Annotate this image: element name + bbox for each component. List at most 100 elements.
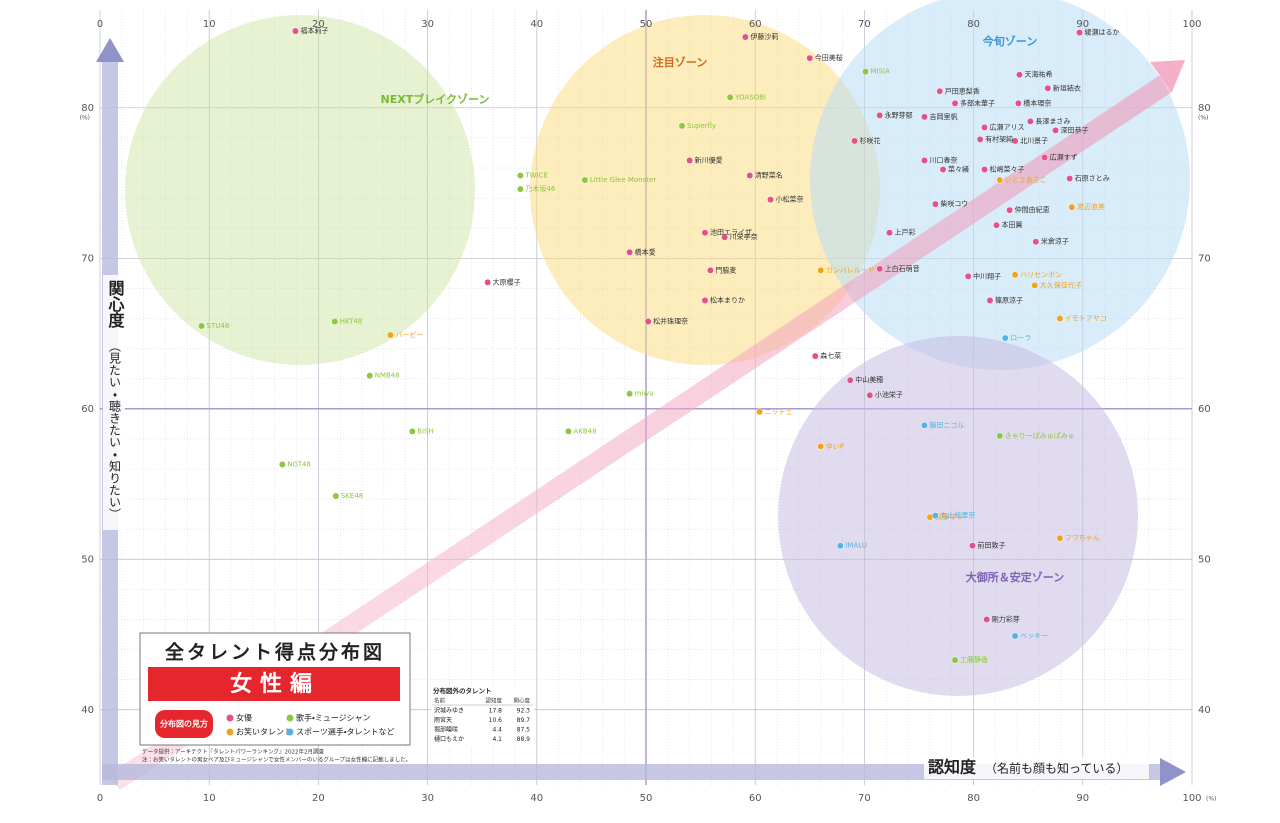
point	[969, 542, 976, 550]
point-label: ニッチェ	[765, 408, 793, 416]
point-label: 福本莉子	[300, 26, 328, 35]
point	[292, 27, 299, 35]
point-label: 永野芽郁	[885, 110, 913, 119]
point	[408, 427, 416, 435]
y-tick-label: 60	[81, 404, 94, 415]
point	[1056, 315, 1064, 322]
point	[484, 278, 492, 286]
point-label: STU48	[207, 322, 230, 330]
point-label: ベッキー	[1020, 632, 1048, 640]
point-label: 米倉涼子	[1041, 237, 1069, 246]
x-tick-label: 0	[97, 793, 103, 804]
point	[1001, 334, 1009, 342]
point-label: 安藤なつ	[935, 512, 963, 521]
point	[366, 372, 374, 380]
point-label: TWICE	[524, 172, 548, 180]
x-tick-label: 10	[203, 793, 216, 804]
point-label: BiSH	[417, 427, 433, 435]
x-tick-label: 70	[858, 793, 871, 804]
point-label: フワちゃん	[1065, 534, 1100, 542]
point	[686, 157, 694, 164]
table-cell: 4.1	[492, 736, 502, 743]
zone-label: 大御所＆安定ゾーン	[966, 570, 1064, 584]
point-label: 松井珠理奈	[653, 317, 688, 326]
point-label: 丸山桂里奈	[940, 511, 975, 520]
point-label: 今田美桜	[815, 53, 843, 62]
y-unit: (%)	[80, 114, 90, 121]
point	[976, 135, 984, 143]
point	[1052, 126, 1059, 134]
y-tick-label-right: 40	[1198, 705, 1211, 716]
x-tick-label: 20	[312, 793, 325, 804]
point-label: 藤田ニコル	[929, 420, 964, 429]
point	[516, 185, 524, 193]
point	[886, 229, 893, 237]
x-tick-label-top: 80	[967, 19, 980, 30]
point	[331, 318, 339, 325]
point-label: SKE48	[341, 492, 363, 500]
point	[721, 233, 729, 241]
point	[811, 352, 819, 360]
point	[931, 512, 939, 520]
source: データ提供：アーキテクト『タレントパワーランキング』2022年2月調査	[142, 748, 325, 756]
table-header: 関心度	[513, 697, 530, 705]
point	[964, 272, 972, 280]
point-label: 杉咲花	[860, 136, 881, 145]
x-tick-label-top: 90	[1076, 19, 1089, 30]
point-label: 中川翔子	[973, 271, 1001, 280]
legend-badge	[155, 710, 213, 738]
x-axis-band	[102, 764, 1162, 780]
legend-swatch	[286, 728, 294, 736]
x-tick-label: 100	[1182, 793, 1201, 804]
point-label: NMB48	[375, 372, 400, 380]
point	[387, 331, 394, 339]
y-axis-title: 関心度	[106, 280, 126, 329]
point-label: 伊藤沙莉	[750, 32, 778, 41]
point	[876, 111, 884, 119]
point	[1006, 206, 1014, 214]
table-title: 分布図外のタレント	[432, 686, 492, 695]
legend-swatch	[286, 714, 294, 722]
table-header: 認知度	[485, 697, 502, 705]
subtitle: 女性編	[230, 671, 320, 697]
point-label: いとうあさこ	[1005, 176, 1047, 184]
y-tick-label: 50	[81, 554, 94, 565]
diagonal-arrow-head	[1150, 60, 1185, 92]
subtitle-band	[148, 667, 400, 701]
table-cell: 4.4	[492, 727, 502, 734]
point	[862, 68, 869, 76]
point-label: 清野菜名	[755, 171, 783, 180]
point-label: 川口春奈	[929, 155, 957, 164]
point-label: 広瀬アリス	[990, 122, 1025, 131]
point-label: 工藤静香	[960, 655, 988, 664]
legend-swatch	[226, 728, 234, 736]
point	[1056, 534, 1064, 542]
point-label: IMALU	[845, 542, 867, 550]
point	[746, 172, 754, 179]
point	[644, 318, 652, 325]
x-axis-arrow	[1160, 758, 1186, 786]
point	[1011, 632, 1019, 640]
table-cell: 沢城みゆき	[434, 707, 464, 715]
point	[756, 408, 764, 416]
point-label: 篠原涼子	[995, 295, 1023, 304]
point	[996, 432, 1004, 440]
point-label: 有村架純	[985, 134, 1013, 143]
point	[767, 196, 774, 204]
table-cell: 樋口もえか	[434, 735, 464, 743]
y-axis-note: （見たい・聴きたい・知りたい）	[108, 340, 122, 520]
table-header: 名前	[434, 697, 446, 705]
point-label: Little Glee Monster	[590, 176, 656, 184]
point-label: ハリセンボン	[1020, 271, 1062, 279]
point-label: HKT48	[340, 318, 363, 326]
point	[996, 176, 1004, 184]
x-tick-label-top: 0	[97, 19, 103, 30]
x-unit: (%)	[1206, 796, 1216, 803]
y-title-bg	[103, 275, 125, 530]
point-label: バービー	[395, 330, 423, 339]
x-tick-label-top: 30	[421, 19, 434, 30]
point-label: 剛力彩芽	[992, 614, 1020, 623]
point	[921, 421, 928, 429]
point	[876, 265, 884, 273]
